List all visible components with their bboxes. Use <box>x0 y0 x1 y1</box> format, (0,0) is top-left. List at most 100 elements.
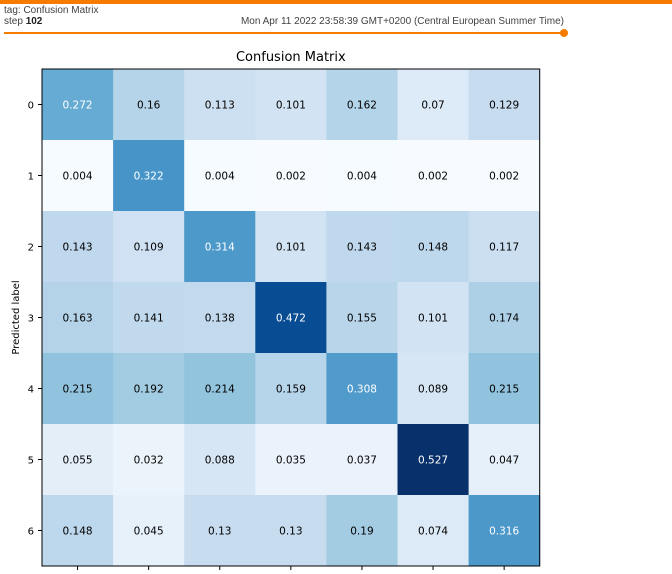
heatmap-cell <box>184 282 256 354</box>
heatmap-cell <box>326 282 398 354</box>
heatmap-cell <box>184 495 256 567</box>
heatmap-cell <box>397 69 470 141</box>
run-timestamp: Mon Apr 11 2022 23:58:39 GMT+0200 (Centr… <box>240 16 564 27</box>
cell-value-label: 0.214 <box>205 384 235 396</box>
cell-value-label: 0.101 <box>418 313 448 325</box>
heatmap-cell <box>397 495 470 567</box>
cell-value-label: 0.308 <box>347 384 377 396</box>
heatmap-cell <box>397 282 470 354</box>
heatmap-cell <box>42 424 114 496</box>
cell-value-label: 0.045 <box>134 526 164 538</box>
cell-value-label: 0.143 <box>347 242 377 254</box>
y-tick-label: 6 <box>28 527 34 538</box>
heatmap-cell <box>42 282 114 354</box>
heatmap-cell <box>468 69 541 141</box>
heatmap-cell <box>397 424 470 496</box>
cell-value-label: 0.088 <box>205 455 235 467</box>
heatmap-cell <box>326 140 398 212</box>
cell-value-label: 0.148 <box>63 526 93 538</box>
cell-value-label: 0.117 <box>489 242 519 254</box>
heatmap-cell <box>42 211 114 283</box>
heatmap-cell <box>397 353 470 425</box>
heatmap-cell <box>42 69 114 141</box>
cell-value-label: 0.113 <box>205 100 235 112</box>
cell-value-label: 0.272 <box>63 100 93 112</box>
tag-label: tag: Confusion Matrix <box>4 5 99 16</box>
heatmap-cell <box>113 140 185 212</box>
heatmap-cell <box>326 211 398 283</box>
y-tick-label: 4 <box>28 385 34 396</box>
heatmap-cell <box>255 424 327 496</box>
cell-value-label: 0.089 <box>418 384 448 396</box>
chart-title: Confusion Matrix <box>236 50 346 65</box>
heatmap-cell <box>468 140 541 212</box>
y-axis-label: Predicted label <box>11 280 22 354</box>
cell-value-label: 0.174 <box>489 313 519 325</box>
cell-value-label: 0.314 <box>205 242 235 254</box>
cell-value-label: 0.141 <box>134 313 164 325</box>
cell-value-label: 0.037 <box>347 455 377 467</box>
cell-value-label: 0.002 <box>489 171 519 183</box>
heatmap-cell <box>113 282 185 354</box>
heatmap-cell <box>184 69 256 141</box>
cell-value-label: 0.148 <box>418 242 448 254</box>
cell-value-label: 0.101 <box>276 242 306 254</box>
y-tick-label: 2 <box>28 243 34 254</box>
cell-value-label: 0.074 <box>418 526 448 538</box>
heatmap-cell <box>255 211 327 283</box>
heatmap-cell <box>184 211 256 283</box>
cell-value-label: 0.162 <box>347 100 377 112</box>
heatmap-cell <box>468 282 541 354</box>
heatmap-cell <box>113 495 185 567</box>
cell-value-label: 0.129 <box>489 100 519 112</box>
heatmap-cell <box>255 353 327 425</box>
cell-value-label: 0.163 <box>63 313 93 325</box>
cell-value-label: 0.192 <box>134 384 164 396</box>
cell-value-label: 0.002 <box>418 171 448 183</box>
cell-value-label: 0.002 <box>276 171 306 183</box>
cell-value-label: 0.215 <box>489 384 519 396</box>
cell-value-label: 0.07 <box>421 100 444 112</box>
cell-value-label: 0.032 <box>134 455 164 467</box>
step-slider-track[interactable] <box>4 32 564 34</box>
top-accent-bar <box>0 0 672 4</box>
step-prefix: step <box>4 16 23 27</box>
heatmap-cell <box>255 69 327 141</box>
cell-value-label: 0.101 <box>276 100 306 112</box>
y-tick-label: 5 <box>28 456 34 467</box>
heatmap-cell <box>113 424 185 496</box>
cell-value-label: 0.055 <box>63 455 93 467</box>
step-value: 102 <box>25 16 43 27</box>
cell-value-label: 0.19 <box>350 526 373 538</box>
cell-value-label: 0.109 <box>134 242 164 254</box>
cell-value-label: 0.047 <box>489 455 519 467</box>
heatmap-cell <box>184 140 256 212</box>
y-tick-label: 1 <box>28 172 34 183</box>
heatmap-cell <box>468 353 541 425</box>
heatmap-cell <box>113 69 185 141</box>
heatmap-cell <box>468 211 541 283</box>
heatmap-cell <box>468 424 541 496</box>
heatmap-cell <box>326 495 398 567</box>
heatmap-cell <box>113 353 185 425</box>
heatmap-cell <box>184 353 256 425</box>
cell-value-label: 0.035 <box>276 455 306 467</box>
cell-value-label: 0.155 <box>347 313 377 325</box>
cell-value-label: 0.322 <box>134 171 164 183</box>
cell-value-label: 0.16 <box>137 100 161 112</box>
heatmap-cell <box>42 353 114 425</box>
y-tick-label: 3 <box>28 314 34 325</box>
cell-value-label: 0.143 <box>63 242 93 254</box>
cell-value-label: 0.13 <box>208 526 231 538</box>
heatmap-cell <box>326 353 398 425</box>
card-header: tag: Confusion Matrix step 102 Mon Apr 1… <box>4 5 568 37</box>
heatmap-cell <box>42 140 114 212</box>
heatmap-cell <box>468 495 541 567</box>
cell-value-label: 0.527 <box>418 455 448 467</box>
cell-value-label: 0.316 <box>489 526 519 538</box>
heatmap-cell <box>255 140 327 212</box>
step-slider-handle[interactable] <box>560 29 568 37</box>
y-tick-label: 0 <box>28 101 34 112</box>
cell-value-label: 0.215 <box>63 384 93 396</box>
heatmap-cell <box>397 140 470 212</box>
